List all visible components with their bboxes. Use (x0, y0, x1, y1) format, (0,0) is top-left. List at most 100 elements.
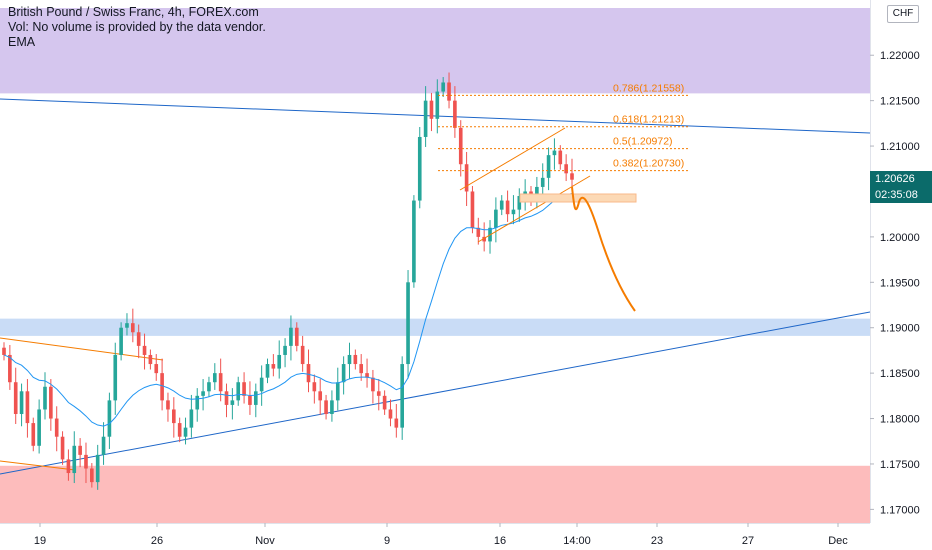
candle-body (324, 400, 328, 415)
time-tick-label: 14:00 (563, 535, 591, 547)
currency-button[interactable]: CHF (887, 5, 919, 23)
candle-body (318, 391, 323, 401)
price-tick-label: 1.18000 (880, 414, 920, 426)
candle-body (300, 345, 305, 365)
candle-body (429, 100, 434, 119)
fib-level-label: 0.5(1.20972) (613, 136, 673, 148)
candle-body (482, 236, 486, 242)
breakdown-zone (519, 193, 637, 203)
old-channel-line (0, 337, 164, 361)
candle-body (371, 377, 375, 392)
candle-body (2, 347, 6, 355)
candle-body (54, 418, 59, 437)
candle-body (417, 136, 422, 201)
candle-body (330, 400, 334, 415)
candle-body (224, 391, 229, 405)
candle-body (441, 82, 445, 92)
candle-body (183, 427, 188, 437)
candle-body (517, 196, 522, 210)
candle-body (289, 327, 293, 346)
time-tick-label: Nov (255, 535, 275, 547)
candle-body (242, 382, 246, 396)
candle-body (388, 409, 393, 419)
candle-body (464, 164, 469, 192)
candle-body (353, 354, 358, 365)
candle-body (546, 155, 551, 178)
candle-body (66, 459, 71, 474)
candle-body (236, 382, 241, 401)
candle-body (195, 395, 200, 410)
candle-body (423, 100, 428, 137)
price-tick-label: 1.21500 (880, 96, 920, 108)
candle-body (148, 354, 153, 365)
time-tick-label: 19 (34, 535, 46, 547)
price-tick-label: 1.19000 (880, 323, 920, 335)
demand-zone (0, 465, 870, 523)
candle-body (119, 327, 123, 355)
time-tick-label: Dec (828, 535, 848, 547)
candle-body (259, 377, 264, 392)
candle-body (365, 373, 369, 378)
candle-body (265, 364, 270, 378)
candle-body (283, 345, 287, 355)
candle-body (453, 100, 457, 128)
price-tick-label: 1.17000 (880, 504, 920, 516)
resistance-zone (0, 8, 870, 94)
candle-body (335, 382, 340, 401)
candle-body (552, 150, 557, 156)
candle-body (406, 282, 410, 365)
candle-body (31, 423, 36, 446)
bar-countdown-label: 02:35:08 (870, 187, 932, 203)
candle-body (107, 400, 112, 437)
candle-body (412, 200, 416, 283)
candle-body (394, 418, 399, 428)
candle-body (447, 82, 451, 101)
volume-note: Vol: No volume is provided by the data v… (8, 20, 266, 34)
projected-path (571, 186, 636, 312)
candle-body (435, 91, 440, 119)
candle-body (136, 332, 141, 346)
candle-body (253, 391, 258, 405)
candle-body (312, 382, 317, 392)
candle-body (505, 200, 510, 215)
fib-level-label: 0.382(1.20730) (613, 158, 684, 170)
candle-body (13, 382, 18, 415)
candle-body (72, 445, 77, 474)
candle-body (8, 354, 12, 383)
candle-body (271, 364, 276, 369)
candle-body (347, 354, 352, 365)
candle-body (400, 364, 405, 428)
descending-trendline (0, 98, 871, 134)
candle-body (212, 373, 217, 383)
candle-body (376, 391, 381, 396)
candle-body (218, 373, 223, 392)
time-tick-label: 26 (151, 535, 163, 547)
time-tick-label: 16 (494, 535, 506, 547)
candle-body (101, 436, 106, 455)
ema-line (3, 193, 573, 427)
price-tick-label: 1.19500 (880, 277, 920, 289)
candle-body (125, 323, 129, 328)
candle-body (499, 200, 504, 210)
candle-body (60, 436, 65, 460)
price-tick-label: 1.18500 (880, 368, 920, 380)
chart-title: British Pound / Swiss Franc, 4h, FOREX.c… (8, 5, 259, 19)
candle-body (160, 373, 164, 401)
candle-body (494, 209, 498, 228)
channel-lower-line (477, 175, 591, 243)
candle-body (207, 382, 211, 392)
candle-body (564, 164, 568, 174)
candle-body (476, 227, 481, 237)
candle-body (294, 327, 299, 346)
indicator-ema-label[interactable]: EMA (8, 35, 36, 49)
fib-level-label: 0.618(1.21213) (613, 114, 684, 126)
candle-body (171, 409, 176, 424)
price-tick-label: 1.21000 (880, 141, 920, 153)
candle-body (458, 127, 463, 165)
candle-body (230, 400, 235, 405)
candle-body (49, 386, 53, 419)
candle-body (43, 386, 47, 410)
candle-body (540, 177, 545, 187)
